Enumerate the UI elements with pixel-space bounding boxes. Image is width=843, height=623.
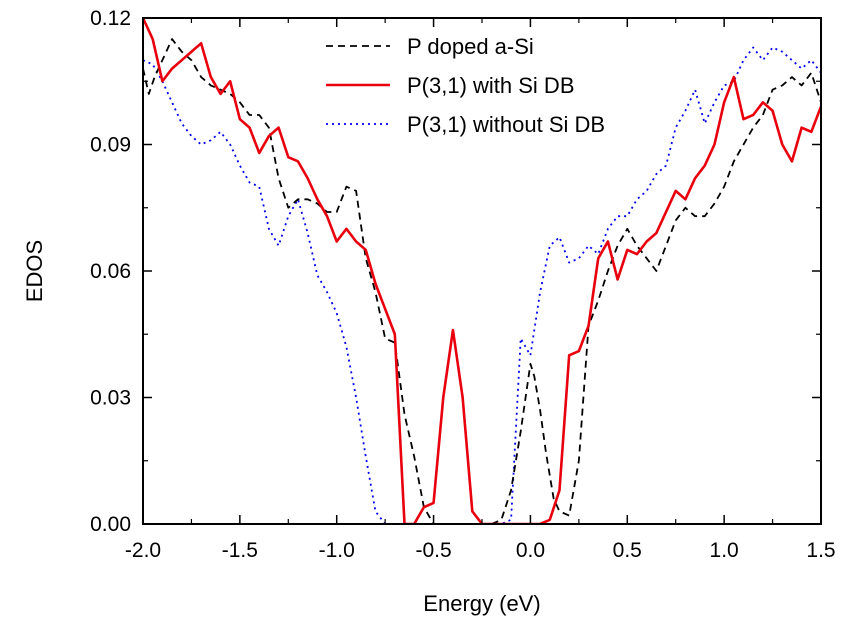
series-line-1 <box>143 38 821 525</box>
x-tick-label: -2.0 <box>125 539 161 562</box>
y-tick-label: 0.03 <box>90 387 131 410</box>
legend-label-1: P doped a-Si <box>407 34 534 59</box>
legend-label-2: P(3,1) with Si DB <box>407 73 575 98</box>
y-tick-label: 0.12 <box>90 7 131 30</box>
x-axis-title: Energy (eV) <box>423 591 540 616</box>
x-tick-label: 1.0 <box>710 539 739 562</box>
series-line-3 <box>143 46 821 525</box>
x-tick-label: 1.5 <box>806 539 835 562</box>
x-tick-label: -0.5 <box>415 539 451 562</box>
x-tick-label: 0.0 <box>516 539 545 562</box>
x-tick-label: -1.5 <box>222 539 258 562</box>
x-tick-label: 0.5 <box>613 539 642 562</box>
axis-ticks: -2.0 -1.5 -1.0 -0.5 0.0 0.5 1.0 1.5 0.00 0.03 0.06… <box>90 7 835 562</box>
y-tick-label: 0.09 <box>90 134 131 157</box>
x-tick-label: -1.0 <box>319 539 355 562</box>
legend: P doped a-Si P(3,1) with Si DB P(3,1) with… <box>326 34 605 137</box>
legend-label-3: P(3,1) without Si DB <box>407 112 605 137</box>
y-tick-label: 0.00 <box>90 513 131 536</box>
y-axis-title: EDOS <box>22 240 47 302</box>
y-tick-label: 0.06 <box>90 260 131 283</box>
